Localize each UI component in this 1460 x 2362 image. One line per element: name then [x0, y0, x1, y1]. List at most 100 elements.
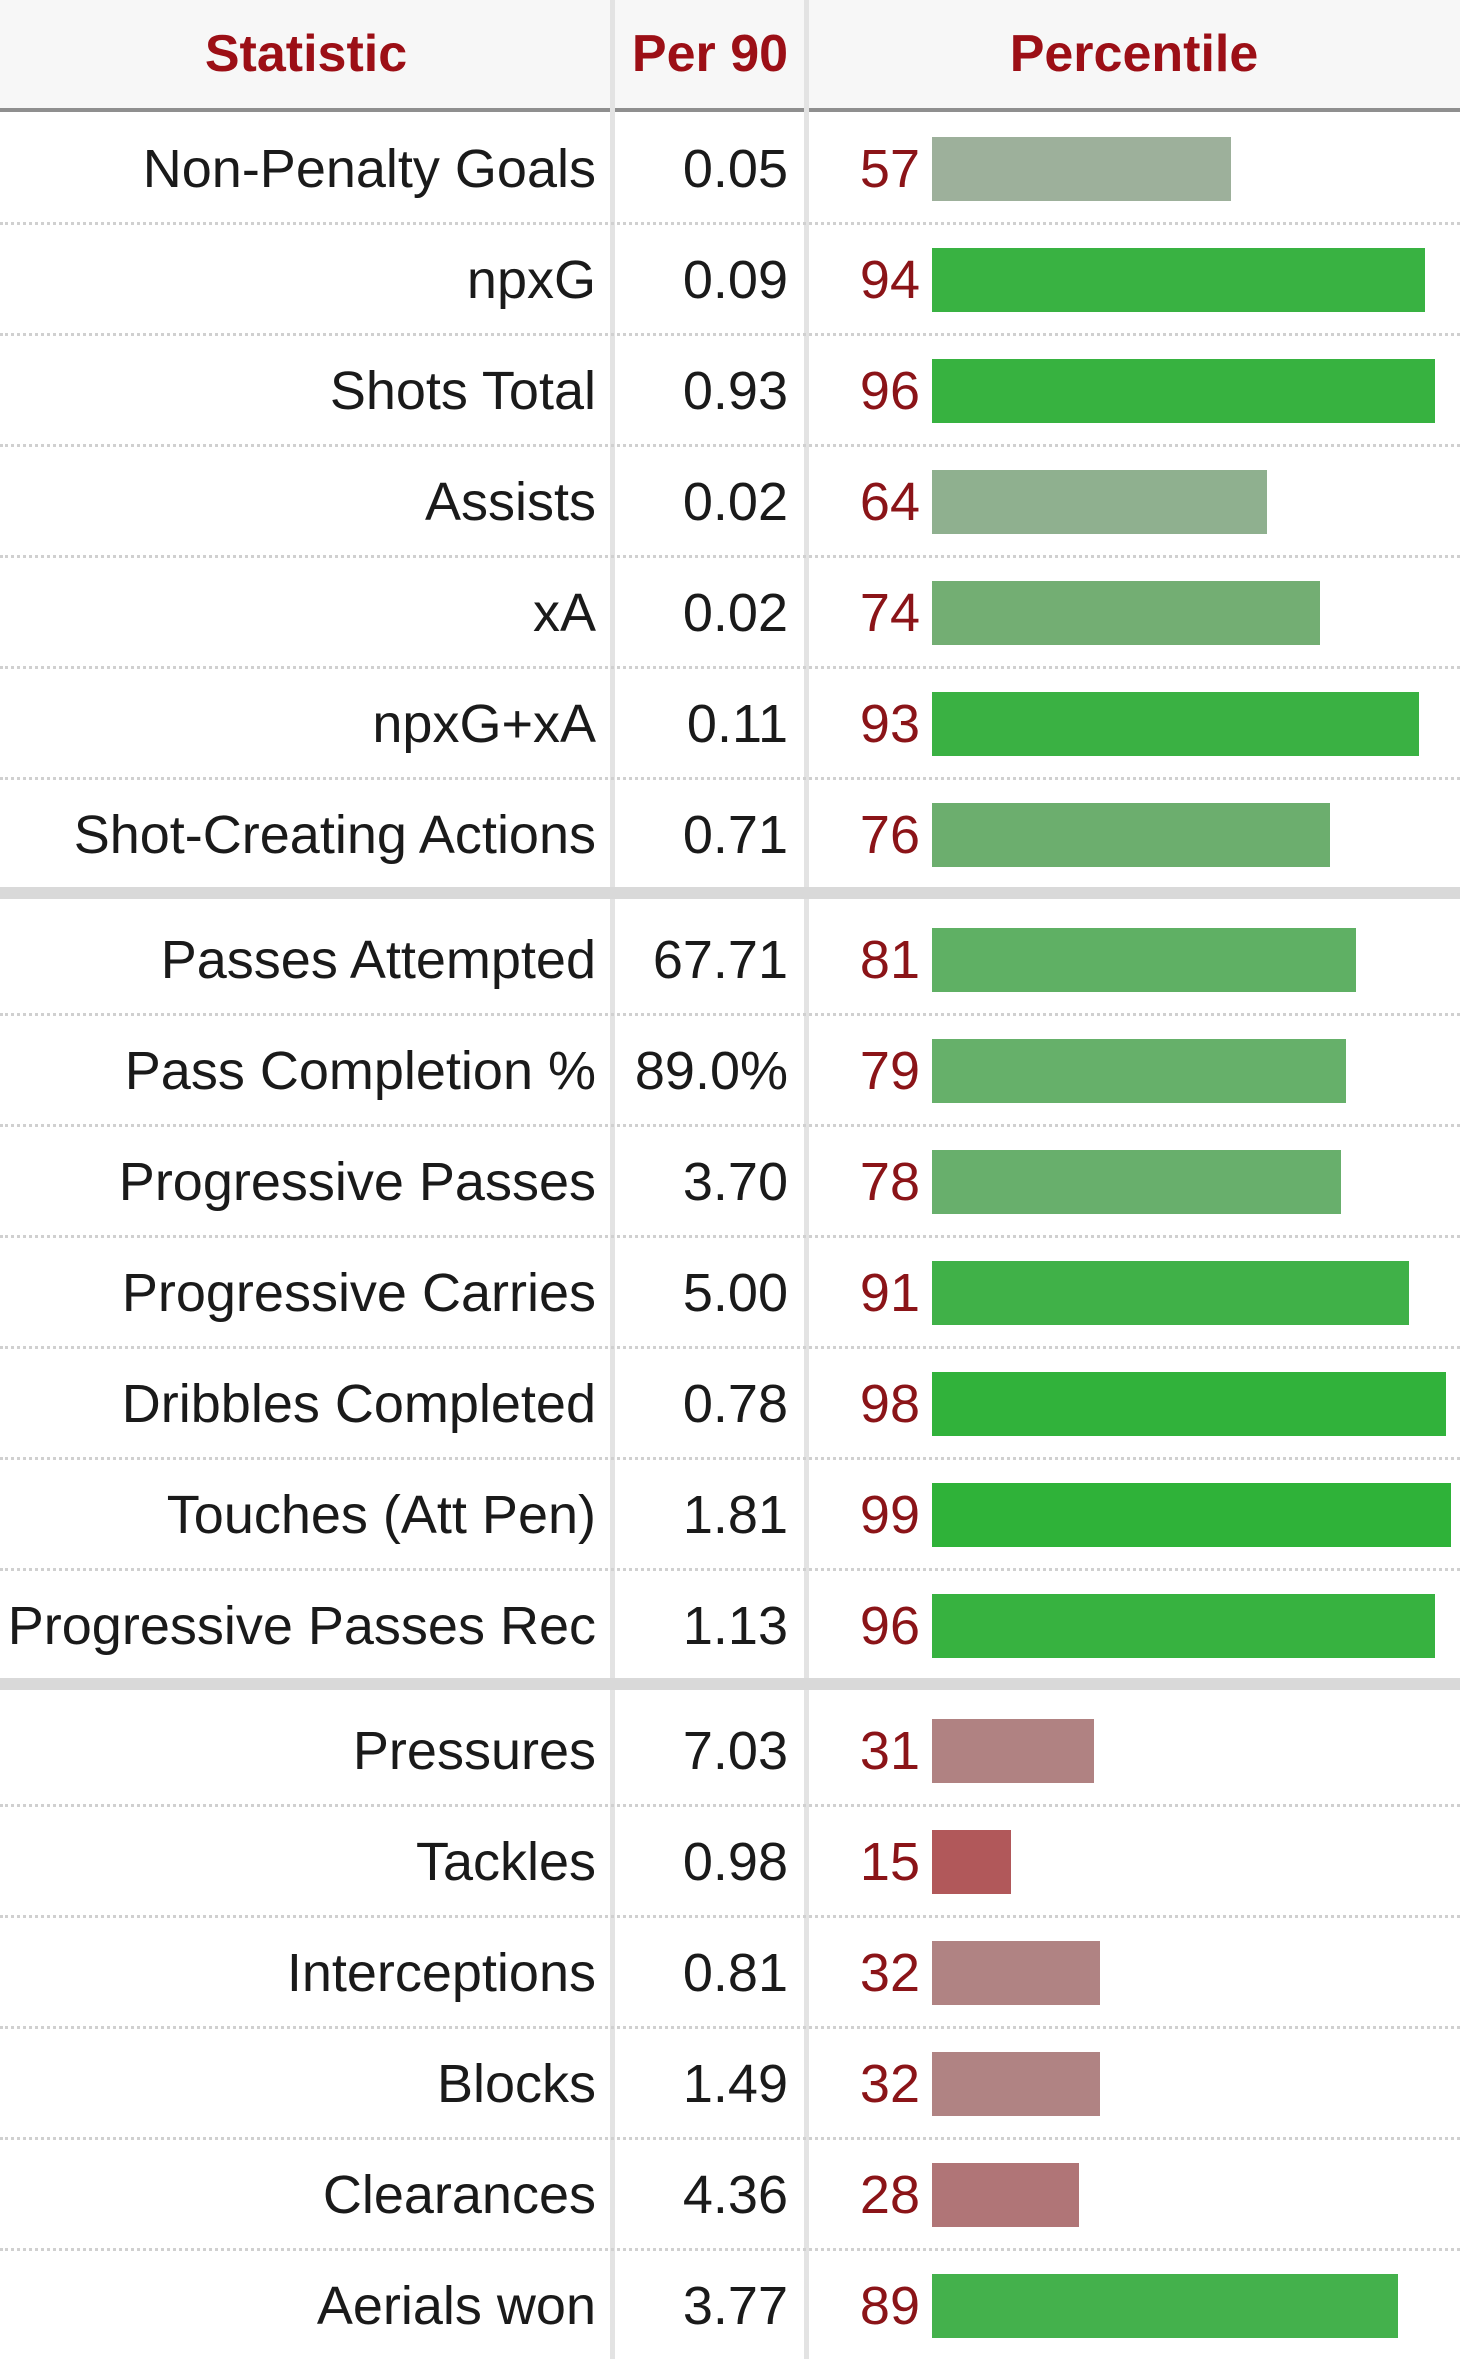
table-row: Non-Penalty Goals 0.05 57 [0, 114, 1460, 225]
per90-value: 0.05 [682, 139, 788, 199]
percentile-bar [932, 1594, 1435, 1658]
per90-value: 67.71 [652, 930, 788, 990]
table-row: Aerials won 3.77 89 [0, 2251, 1460, 2362]
per90-value: 0.81 [682, 1943, 788, 2003]
percentile-bar [932, 1941, 1100, 2005]
percentile-bar [932, 1261, 1409, 1325]
percentile-bar [932, 1483, 1451, 1547]
percentile-value: 96 [859, 1596, 920, 1656]
stat-name: Dribbles Completed [121, 1374, 596, 1434]
stat-name: Passes Attempted [160, 930, 596, 990]
per90-value: 3.70 [682, 1152, 788, 1212]
table-row: Pass Completion % 89.0% 79 [0, 1016, 1460, 1127]
percentile-bar [932, 1150, 1341, 1214]
percentile-value: 81 [859, 930, 920, 990]
percentile-value: 76 [859, 805, 920, 865]
stat-name: Tackles [415, 1832, 596, 1892]
stat-name: Non-Penalty Goals [142, 139, 596, 199]
percentile-bar [932, 2052, 1100, 2116]
percentile-value: 64 [859, 472, 920, 532]
percentile-bar [932, 1830, 1011, 1894]
per90-value: 0.93 [682, 361, 788, 421]
per90-value: 0.09 [682, 250, 788, 310]
percentile-bar [932, 1719, 1094, 1783]
table-row: Interceptions 0.81 32 [0, 1918, 1460, 2029]
stat-name: Progressive Carries [121, 1263, 596, 1323]
percentile-value: 74 [859, 583, 920, 643]
per90-value: 4.36 [682, 2165, 788, 2225]
percentile-value: 79 [859, 1041, 920, 1101]
per90-value: 1.13 [682, 1596, 788, 1656]
percentile-bar [932, 137, 1231, 201]
table-header: Statistic Per 90 Percentile [0, 0, 1460, 112]
section-separator [0, 887, 1460, 899]
per90-value: 0.02 [682, 583, 788, 643]
stat-name: Pass Completion % [124, 1041, 596, 1101]
table-row: Shot-Creating Actions 0.71 76 [0, 780, 1460, 891]
per90-value: 5.00 [682, 1263, 788, 1323]
percentile-bar [932, 248, 1425, 312]
per90-value: 3.77 [682, 2276, 788, 2336]
percentile-value: 32 [859, 2054, 920, 2114]
percentile-bar [932, 803, 1330, 867]
percentile-bar [932, 470, 1267, 534]
per90-value: 0.71 [682, 805, 788, 865]
table-row: Clearances 4.36 28 [0, 2140, 1460, 2251]
header-statistic[interactable]: Statistic [204, 25, 408, 83]
per90-value: 0.02 [682, 472, 788, 532]
per90-value: 7.03 [682, 1721, 788, 1781]
percentile-value: 31 [859, 1721, 920, 1781]
stat-name: Assists [424, 472, 596, 532]
stat-name: Touches (Att Pen) [166, 1485, 596, 1545]
table-row: Passes Attempted 67.71 81 [0, 905, 1460, 1016]
stat-name: Progressive Passes Rec [7, 1596, 596, 1656]
table-row: Progressive Passes Rec 1.13 96 [0, 1571, 1460, 1682]
table-row: Blocks 1.49 32 [0, 2029, 1460, 2140]
per90-value: 0.78 [682, 1374, 788, 1434]
percentile-value: 89 [859, 2276, 920, 2336]
stat-name: xA [532, 583, 596, 643]
percentile-value: 93 [859, 694, 920, 754]
column-divider [804, 0, 809, 2359]
per90-value: 0.11 [686, 694, 788, 754]
table-row: npxG 0.09 94 [0, 225, 1460, 336]
table-row: Shots Total 0.93 96 [0, 336, 1460, 447]
percentile-bar [932, 2163, 1079, 2227]
percentile-value: 15 [859, 1832, 920, 1892]
per90-value: 89.0% [634, 1041, 788, 1101]
percentile-bar [932, 581, 1320, 645]
per90-value: 0.98 [682, 1832, 788, 1892]
section-separator [0, 1678, 1460, 1690]
percentile-bar [932, 359, 1435, 423]
stat-name: Aerials won [316, 2276, 596, 2336]
table-row: Tackles 0.98 15 [0, 1807, 1460, 1918]
percentile-value: 91 [859, 1263, 920, 1323]
percentile-value: 57 [859, 139, 920, 199]
percentile-bar [932, 2274, 1398, 2338]
per90-value: 1.49 [682, 2054, 788, 2114]
percentile-bar [932, 928, 1356, 992]
table-row: Dribbles Completed 0.78 98 [0, 1349, 1460, 1460]
stat-name: Blocks [436, 2054, 596, 2114]
percentile-bar [932, 1039, 1346, 1103]
percentile-value: 94 [859, 250, 920, 310]
header-per90[interactable]: Per 90 [631, 25, 789, 83]
percentile-value: 98 [859, 1374, 920, 1434]
per90-value: 1.81 [682, 1485, 788, 1545]
percentile-value: 32 [859, 1943, 920, 2003]
percentile-value: 28 [859, 2165, 920, 2225]
percentile-bar [932, 1372, 1446, 1436]
stat-name: npxG+xA [372, 694, 596, 754]
header-percentile[interactable]: Percentile [1009, 25, 1259, 83]
stat-name: Progressive Passes [118, 1152, 596, 1212]
percentile-value: 99 [859, 1485, 920, 1545]
table-row: npxG+xA 0.11 93 [0, 669, 1460, 780]
percentile-bar [932, 692, 1419, 756]
column-divider [610, 0, 615, 2359]
table-row: Assists 0.02 64 [0, 447, 1460, 558]
percentile-value: 96 [859, 361, 920, 421]
table-row: Pressures 7.03 31 [0, 1696, 1460, 1807]
stat-name: Shots Total [329, 361, 596, 421]
stat-name: Pressures [352, 1721, 596, 1781]
